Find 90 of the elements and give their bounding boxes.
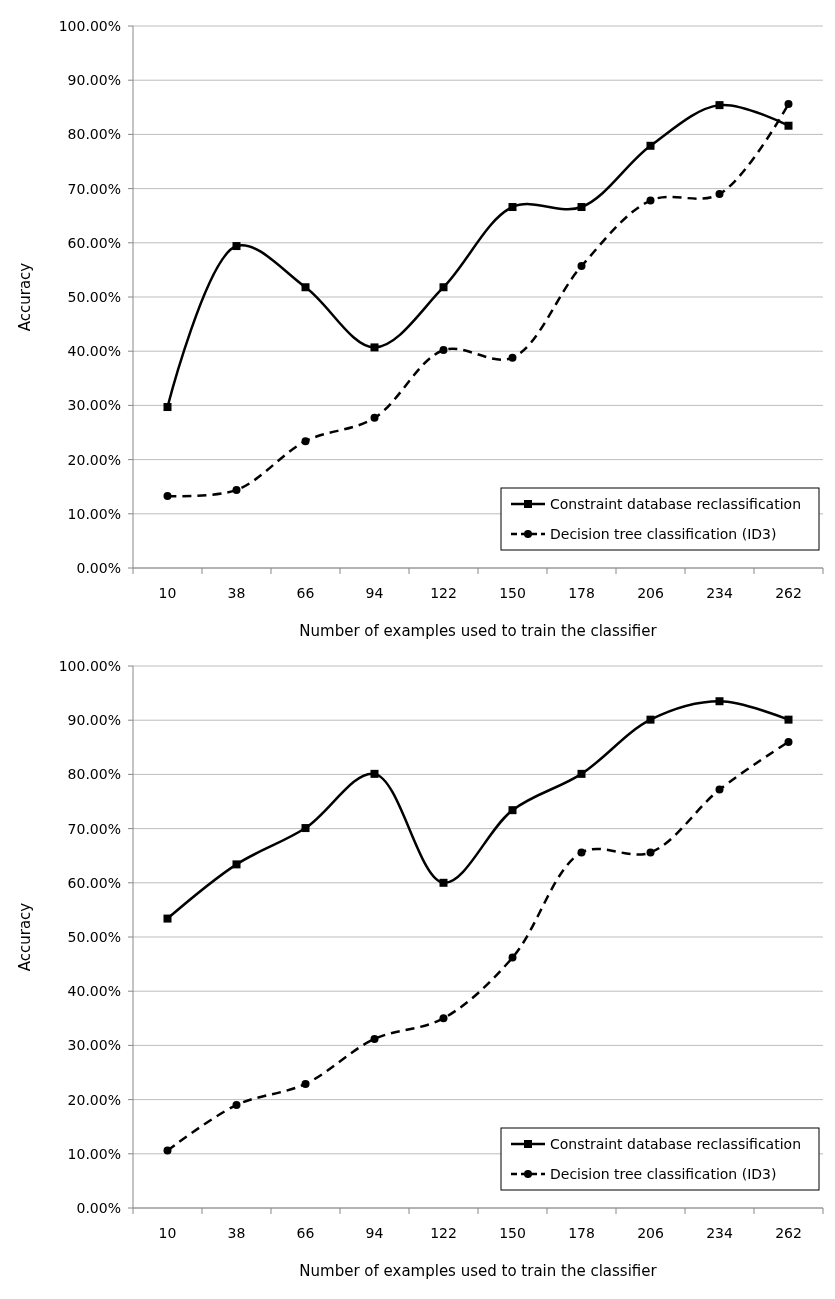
point	[508, 806, 517, 815]
y-tick-label: 60.00%	[67, 234, 121, 251]
point	[301, 1079, 310, 1088]
y-tick-label: 70.00%	[67, 180, 121, 197]
legend-label: Decision tree classification (ID3)	[550, 525, 777, 542]
y-tick-label: 40.00%	[67, 343, 121, 360]
point	[232, 485, 241, 494]
legend-label: Decision tree classification (ID3)	[550, 1165, 777, 1182]
point	[163, 403, 172, 412]
x-tick-label: 38	[227, 1225, 246, 1241]
x-tick-label: 10	[158, 585, 177, 601]
legend-label: Constraint database reclassification	[550, 1135, 802, 1152]
point	[301, 283, 310, 292]
y-tick-label: 0.00%	[76, 559, 121, 576]
y-tick-label: 50.00%	[67, 288, 121, 305]
point	[439, 346, 448, 355]
point	[232, 1101, 241, 1110]
x-tick-label: 150	[499, 585, 526, 601]
point	[232, 860, 241, 869]
point	[784, 715, 793, 724]
point	[646, 715, 655, 724]
x-tick-label: 122	[430, 1225, 457, 1241]
y-tick-label: 30.00%	[67, 1037, 121, 1054]
y-tick-label: 60.00%	[67, 874, 121, 891]
y-tick-label: 100.00%	[58, 17, 121, 34]
point	[715, 785, 724, 794]
x-tick-label: 10	[158, 1225, 177, 1241]
point	[232, 242, 241, 251]
point	[370, 343, 379, 352]
x-tick-label: 66	[296, 1225, 315, 1241]
point	[439, 1014, 448, 1023]
point	[163, 914, 172, 923]
point	[370, 769, 379, 778]
point	[784, 737, 793, 746]
x-tick-label: 178	[568, 585, 595, 601]
y-axis-title: Accuracy	[16, 902, 34, 972]
point	[646, 141, 655, 150]
point	[577, 848, 586, 857]
point	[715, 697, 724, 706]
point	[163, 491, 172, 500]
point	[715, 190, 724, 199]
point	[301, 437, 310, 446]
x-tick-label: 234	[706, 1225, 733, 1241]
y-tick-label: 0.00%	[76, 1199, 121, 1216]
x-tick-label: 122	[430, 585, 457, 601]
point	[508, 203, 517, 212]
y-tick-label: 10.00%	[67, 1145, 121, 1162]
point	[439, 878, 448, 887]
y-tick-label: 100.00%	[58, 657, 121, 674]
point	[508, 353, 517, 362]
y-tick-label: 10.00%	[67, 505, 121, 522]
point	[577, 262, 586, 271]
x-axis-title: Number of examples used to train the classifier	[299, 622, 658, 640]
point	[439, 283, 448, 292]
y-tick-label: 30.00%	[67, 397, 121, 414]
x-tick-label: 178	[568, 1225, 595, 1241]
x-tick-label: 94	[365, 1225, 384, 1241]
x-tick-label: 206	[637, 585, 664, 601]
point	[784, 121, 793, 130]
x-tick-label: 38	[227, 585, 246, 601]
point	[370, 1034, 379, 1043]
y-tick-label: 40.00%	[67, 983, 121, 1000]
point	[715, 101, 724, 110]
y-tick-label: 80.00%	[67, 126, 121, 143]
x-tick-label: 262	[775, 1225, 802, 1241]
point	[646, 848, 655, 857]
y-tick-label: 50.00%	[67, 928, 121, 945]
x-tick-label: 94	[365, 585, 384, 601]
point	[784, 100, 793, 109]
y-tick-label: 20.00%	[67, 1091, 121, 1108]
point	[577, 769, 586, 778]
x-tick-label: 66	[296, 585, 315, 601]
y-tick-label: 90.00%	[67, 712, 121, 729]
x-tick-label: 234	[706, 585, 733, 601]
x-tick-label: 262	[775, 585, 802, 601]
x-tick-label: 206	[637, 1225, 664, 1241]
point	[646, 196, 655, 205]
legend-label: Constraint database reclassification	[550, 495, 802, 512]
y-tick-label: 70.00%	[67, 820, 121, 837]
point	[577, 203, 586, 212]
point	[370, 413, 379, 422]
point	[301, 824, 310, 833]
point	[508, 953, 517, 962]
point	[163, 1146, 172, 1155]
y-tick-label: 80.00%	[67, 766, 121, 783]
y-axis-title: Accuracy	[16, 262, 34, 332]
x-tick-label: 150	[499, 1225, 526, 1241]
y-tick-label: 90.00%	[67, 72, 121, 89]
y-tick-label: 20.00%	[67, 451, 121, 468]
x-axis-title: Number of examples used to train the classifier	[299, 1262, 658, 1280]
